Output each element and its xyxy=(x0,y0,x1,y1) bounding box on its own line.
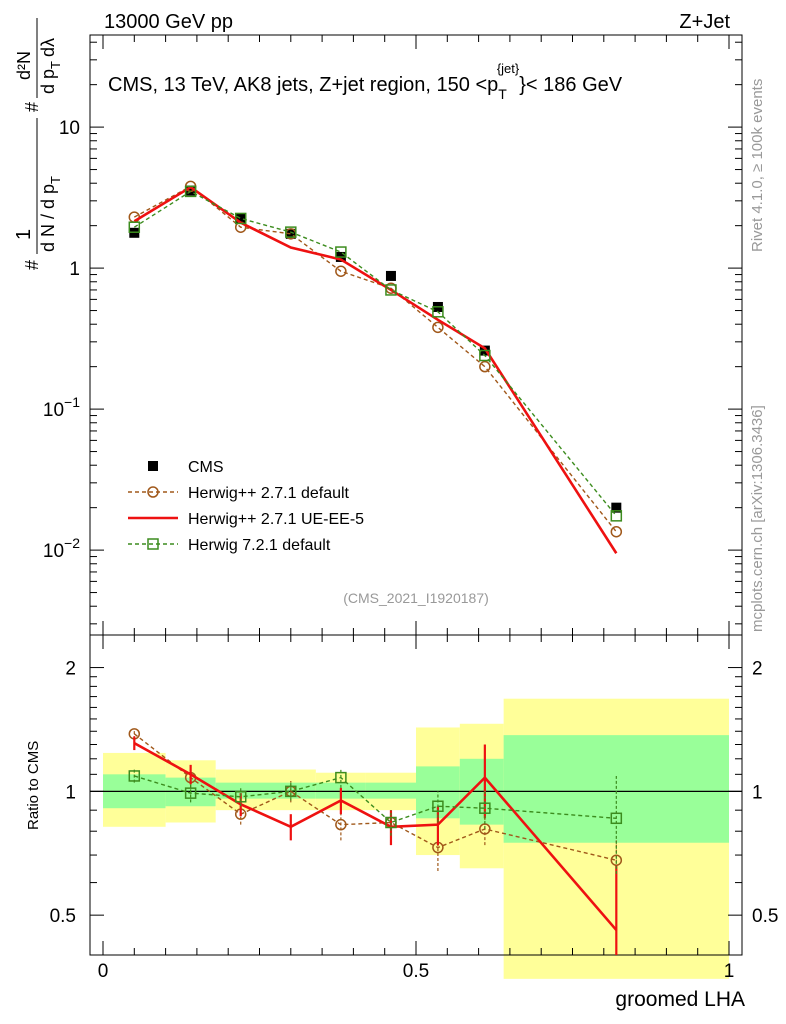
main-point-cms xyxy=(385,270,396,281)
main-point-herwig-2-7-1-default xyxy=(479,360,491,373)
main-point-herwig-2-7-1-default xyxy=(335,265,347,277)
ratio-point-herwig-7-2-1-default xyxy=(610,812,623,825)
main-point-herwig-7-2-1-default xyxy=(128,221,141,233)
svg-text:d²N: d²N xyxy=(14,51,34,80)
mcplots-label: mcplots.cern.ch [arXiv:1306.3436] xyxy=(749,405,766,632)
main-point-herwig-7-2-1-default xyxy=(479,349,491,362)
ratio-point-herwig-7-2-1-default xyxy=(234,791,247,803)
main-line-herwig-2-7-1-default xyxy=(133,185,617,533)
legend-label-herwig-2-7-1-default: Herwig++ 2.7.1 default xyxy=(188,485,350,502)
ratio-point-herwig-7-2-1-default xyxy=(184,787,197,799)
ratio-axis-ticks: 0 0.5 1 2 2 1 1 0.5 0.5 xyxy=(50,635,778,982)
main-point-herwig-2-7-1-default xyxy=(432,321,444,334)
plot-title: CMS, 13 TeV, AK8 jets, Z+jet region, 150… xyxy=(108,61,623,102)
ratio-point-herwig-7-2-1-default xyxy=(128,770,141,782)
ratio-point-herwig-7-2-1-default xyxy=(385,816,397,829)
main-point-cms xyxy=(185,185,196,196)
main-point-herwig-7-2-1-default xyxy=(385,284,397,296)
y-tick-label-ratio: 0.5 xyxy=(50,906,76,927)
ratio-point-herwig-2-7-1-default xyxy=(610,854,623,866)
band-green-bin xyxy=(503,735,729,843)
svg-text:#: # xyxy=(22,260,42,270)
legend-marker-herwig-2-7-1-default xyxy=(147,486,159,498)
ratio-point-herwig-7-2-1-default xyxy=(285,785,297,798)
main-point-herwig-7-2-1-default xyxy=(610,510,623,522)
main-line-herwig-7-2-1-default xyxy=(133,190,617,517)
main-point-herwig-7-2-1-default xyxy=(335,246,347,258)
y-tick-label-main: 10−1 xyxy=(43,394,80,421)
legend-marker-herwig-7-2-1-default xyxy=(147,538,159,550)
ratio-point-herwig-2-7-1-default xyxy=(335,818,347,831)
legend: CMS Herwig++ 2.7.1 default Herwig++ 2.7.1 … xyxy=(128,459,364,554)
y-tick-label-main: 10 xyxy=(59,118,80,139)
x-tick-label: 0.5 xyxy=(403,961,429,982)
analysis-id-label: (CMS_2021_I1920187) xyxy=(343,590,489,606)
y-tick-label-ratio: 2 xyxy=(65,659,76,680)
y-tick-label-ratio-right: 1 xyxy=(752,782,763,803)
main-point-herwig-2-7-1-default xyxy=(610,525,623,538)
y-tick-label-ratio-right: 0.5 xyxy=(752,906,778,927)
legend-label-herwig-7-2-1-default: Herwig 7.2.1 default xyxy=(188,537,331,554)
y-tick-label-ratio: 1 xyxy=(65,782,76,803)
main-line-herwig-2-7-1-ue-ee-5 xyxy=(133,185,618,554)
band-green-bin xyxy=(259,782,316,799)
x-axis-label: groomed LHA xyxy=(615,988,745,1011)
svg-text:1: 1 xyxy=(13,229,35,240)
main-point-cms xyxy=(611,502,622,513)
ratio-uncertainty-bands xyxy=(103,698,729,979)
ratio-y-axis-label: Ratio to CMS xyxy=(25,741,42,830)
header-energy-label: 13000 GeV pp xyxy=(104,11,233,33)
svg-text:#: # xyxy=(22,102,42,112)
y-tick-label-ratio-right: 2 xyxy=(752,659,763,680)
y-tick-label-main: 10−2 xyxy=(43,535,80,562)
main-point-cms xyxy=(235,213,246,224)
rivet-version-label: Rivet 4.1.0, ≥ 100k events xyxy=(749,79,766,252)
ratio-point-herwig-7-2-1-default xyxy=(432,800,444,812)
svg-text:d N / d pT: d N / d pT xyxy=(38,176,63,252)
ratio-series-layer xyxy=(128,728,623,955)
main-point-herwig-7-2-1-default xyxy=(285,226,297,238)
header-process-label: Z+Jet xyxy=(679,11,730,33)
legend-label-herwig-2-7-1-ue-ee-5: Herwig++ 2.7.1 UE-EE-5 xyxy=(188,511,364,528)
main-y-axis-label: # 1 d N / d pT # d²N d pTdλ xyxy=(13,18,63,270)
legend-label-cms: CMS xyxy=(188,459,224,476)
main-point-herwig-7-2-1-default xyxy=(184,185,197,198)
main-point-cms xyxy=(285,228,296,239)
main-axis-ticks: 10 1 10−1 10−2 xyxy=(43,35,742,635)
y-tick-label-main: 1 xyxy=(69,259,80,280)
main-series-layer xyxy=(128,180,623,554)
ratio-point-herwig-7-2-1-default xyxy=(479,802,491,814)
main-point-herwig-7-2-1-default xyxy=(432,306,444,318)
x-tick-label: 0 xyxy=(98,961,109,982)
ratio-point-herwig-7-2-1-default xyxy=(335,771,347,784)
band-green-bin xyxy=(365,782,416,799)
legend-marker-cms xyxy=(148,461,158,471)
x-tick-label: 1 xyxy=(724,961,735,982)
main-point-herwig-7-2-1-default xyxy=(234,212,247,225)
svg-text:d pTdλ: d pTdλ xyxy=(38,38,63,94)
